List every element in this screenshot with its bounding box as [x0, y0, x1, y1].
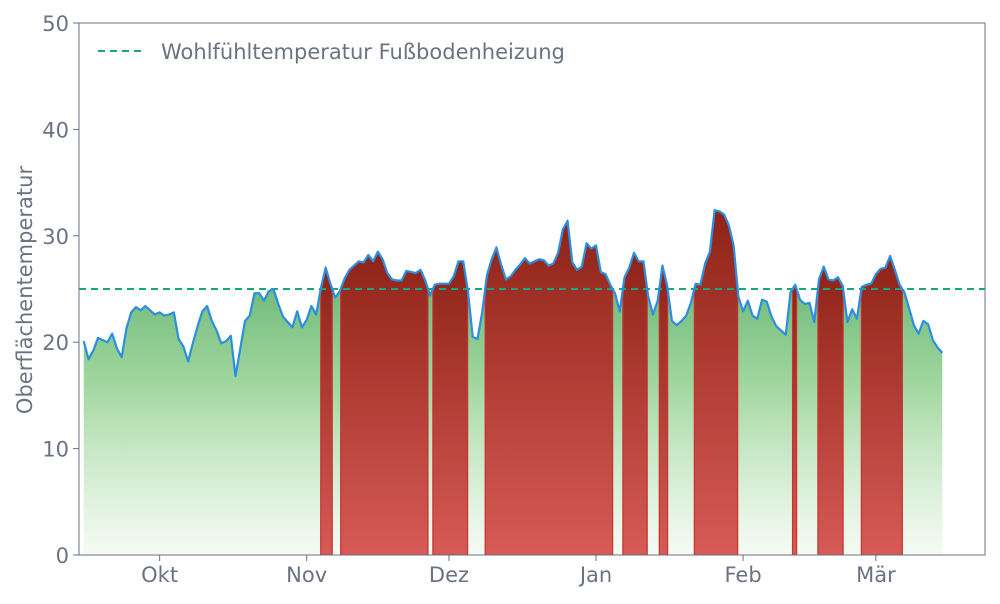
plot-frame: [78, 22, 986, 556]
y-tick-label: 0: [56, 544, 69, 568]
y-tick-label: 30: [42, 225, 69, 249]
x-tick-label: Dez: [429, 563, 469, 587]
y-axis-label: Oberflächentemperatur: [13, 166, 37, 415]
line-layer: [79, 209, 985, 378]
legend-threshold-label: Wohlfühltemperatur Fußbodenheizung: [161, 40, 565, 64]
x-axis: Okt Nov Dez Jan Feb Mär: [141, 555, 896, 587]
x-tick-label: Feb: [724, 563, 761, 587]
y-tick-label: 10: [42, 438, 69, 462]
x-tick-label: Okt: [141, 563, 178, 587]
above-threshold-region-3: [432, 260, 469, 555]
above-threshold-region-6: [658, 265, 669, 555]
area-fill-layer: [83, 209, 943, 555]
above-threshold-region-7: [693, 209, 739, 555]
y-axis: 0 10 20 30 40 50: [42, 12, 79, 568]
x-tick-label: Nov: [286, 563, 327, 587]
x-tick-label: Jan: [578, 563, 612, 587]
above-threshold-region-9: [817, 264, 844, 555]
above-threshold-region-5: [622, 251, 648, 555]
y-tick-label: 50: [42, 12, 69, 36]
above-threshold-region-2: [340, 250, 429, 555]
above-threshold-region-1: [320, 265, 333, 555]
legend: Wohlfühltemperatur Fußbodenheizung: [98, 40, 565, 64]
above-threshold-region-10: [860, 254, 903, 555]
above-threshold-region-8: [791, 283, 798, 555]
x-tick-label: Mär: [856, 563, 896, 587]
y-tick-label: 20: [42, 331, 69, 355]
y-tick-label: 40: [42, 118, 69, 142]
temperature-line: [82, 209, 944, 378]
